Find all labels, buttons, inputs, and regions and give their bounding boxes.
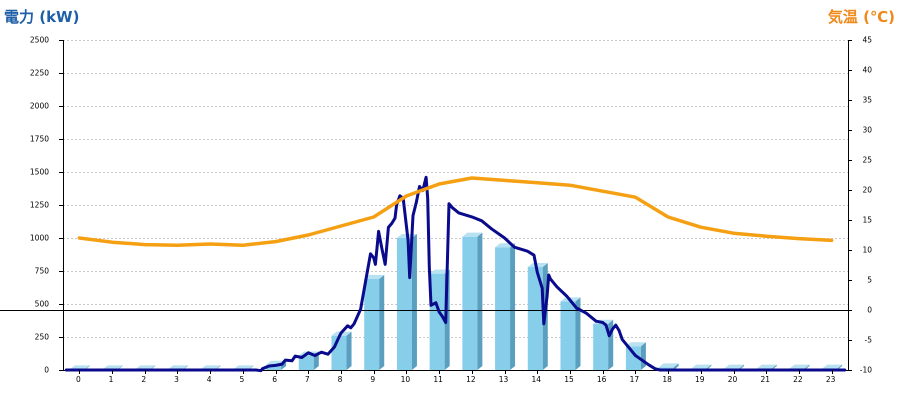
bar-top-3 — [167, 365, 188, 370]
left-axis-ticks: 0 250 500 750 1000 1250 1500 1750 2000 2250 2500 — [30, 36, 63, 375]
x-tick-label: 17 — [630, 375, 640, 384]
right-tick-label: 5 — [867, 276, 872, 285]
bar-top-19 — [691, 364, 712, 369]
right-tick-label: 20 — [862, 186, 872, 195]
bar-8 — [331, 335, 347, 370]
right-tick-label: 25 — [862, 156, 872, 165]
right-tick-label: 15 — [862, 216, 872, 225]
bar-top-1 — [102, 365, 123, 370]
right-tick-label: 0 — [867, 306, 872, 315]
x-tick-label: 14 — [531, 375, 541, 384]
bar-side-12 — [477, 232, 483, 370]
x-tick-label: 13 — [499, 375, 509, 384]
right-tick-label: 40 — [862, 66, 872, 75]
x-tick-label: 2 — [141, 375, 146, 384]
x-tick-label: 9 — [370, 375, 375, 384]
bar-side-10 — [411, 234, 417, 370]
bar-side-15 — [575, 297, 581, 370]
bar-side-17 — [640, 342, 646, 370]
bar-top-20 — [724, 364, 745, 369]
x-tick-label: 10 — [401, 375, 411, 384]
x-tick-label: 20 — [728, 375, 738, 384]
bar-15 — [560, 301, 576, 370]
bar-top-0 — [69, 365, 90, 370]
grid-lines — [63, 40, 848, 338]
x-tick-label: 5 — [240, 375, 245, 384]
x-tick-label: 21 — [760, 375, 770, 384]
bar-6 — [266, 364, 282, 370]
left-axis-title: 電力 (kW) — [4, 8, 79, 26]
bar-top-18 — [658, 363, 679, 368]
x-tick-label: 18 — [662, 375, 672, 384]
bar-top-14 — [527, 263, 548, 268]
right-tick-label: 35 — [862, 96, 872, 105]
left-tick-label: 2500 — [30, 36, 49, 45]
bar-9 — [364, 278, 380, 370]
bar-12 — [462, 236, 478, 370]
x-tick-label: 12 — [466, 375, 476, 384]
right-axis-ticks: -10 -5 0 5 10 15 20 25 30 35 40 45 — [848, 36, 872, 375]
x-tick-label: 1 — [109, 375, 114, 384]
series-lines — [64, 175, 847, 373]
x-axis-ticks: 0 1 2 3 4 5 6 7 8 9 10 11 12 13 14 15 16 17 18 19 20 21 22 23 — [76, 370, 836, 384]
bar-top-11 — [429, 269, 450, 274]
left-tick-label: 500 — [35, 300, 50, 309]
right-axis-title: 気温 (℃) — [828, 8, 895, 26]
x-tick-label: 6 — [272, 375, 277, 384]
bar-14 — [527, 267, 543, 370]
x-tick-label: 3 — [174, 375, 179, 384]
x-tick-label: 15 — [564, 375, 574, 384]
bar-top-21 — [756, 364, 777, 369]
right-tick-label: 30 — [862, 126, 872, 135]
right-tick-label: -5 — [865, 336, 873, 345]
x-tick-label: 11 — [433, 375, 443, 384]
x-tick-label: 23 — [826, 375, 836, 384]
left-tick-label: 1000 — [30, 234, 49, 243]
bar-11 — [429, 273, 445, 370]
bar-side-8 — [346, 331, 352, 370]
left-tick-label: 0 — [44, 366, 49, 375]
left-tick-label: 1750 — [30, 135, 49, 144]
bar-top-4 — [200, 365, 221, 370]
bar-top-17 — [625, 342, 646, 347]
x-tick-label: 7 — [305, 375, 310, 384]
x-tick-label: 22 — [793, 375, 803, 384]
power-line — [64, 175, 847, 373]
bar-side-18 — [673, 363, 679, 370]
bar-top-5 — [233, 365, 254, 370]
bar-top-23 — [822, 364, 843, 369]
x-tick-label: 8 — [338, 375, 343, 384]
x-tick-label: 19 — [695, 375, 705, 384]
power-bars — [69, 232, 843, 370]
bar-side-13 — [510, 243, 516, 370]
right-tick-label: -10 — [860, 366, 872, 375]
bar-13 — [495, 247, 511, 370]
bar-7 — [298, 355, 314, 370]
bar-top-22 — [789, 364, 810, 369]
right-tick-label: 45 — [862, 36, 872, 45]
bar-side-9 — [379, 274, 385, 370]
bar-16 — [593, 323, 609, 370]
right-tick-label: 10 — [862, 246, 872, 255]
x-tick-label: 16 — [597, 375, 607, 384]
bar-top-2 — [135, 365, 156, 370]
bar-top-12 — [462, 232, 483, 237]
bar-17 — [625, 346, 641, 370]
left-tick-label: 2000 — [30, 102, 49, 111]
left-tick-label: 250 — [35, 333, 50, 342]
x-tick-label: 4 — [207, 375, 212, 384]
temperature-line — [77, 176, 834, 247]
left-tick-label: 750 — [35, 267, 50, 276]
left-tick-label: 2250 — [30, 69, 49, 78]
bar-top-9 — [364, 274, 385, 279]
left-tick-label: 1250 — [30, 201, 49, 210]
left-tick-label: 1500 — [30, 168, 49, 177]
x-tick-label: 0 — [76, 375, 81, 384]
